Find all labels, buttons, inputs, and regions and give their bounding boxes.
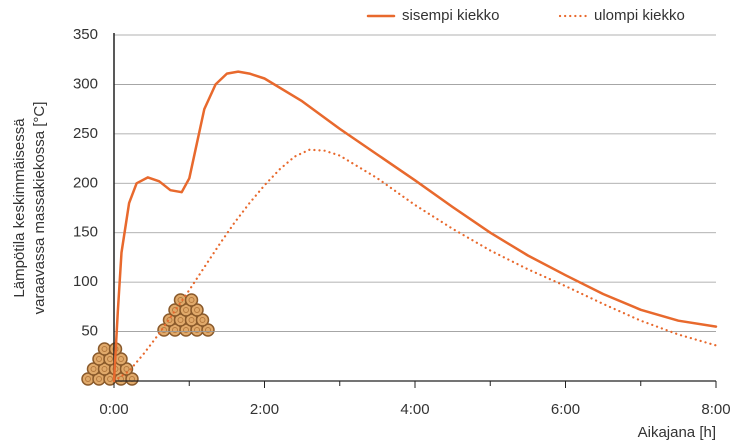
log	[119, 362, 134, 376]
y-tick-label: 350	[73, 26, 98, 43]
x-tick-label: 0:00	[99, 401, 128, 418]
y-axis-label: varaavassa massakiekossa [°C]	[31, 102, 48, 315]
series-line	[112, 148, 718, 383]
y-axis-label: Lämpötila keskimmäisessä	[11, 118, 28, 298]
y-tick-label: 250	[73, 125, 98, 142]
log-ring	[107, 356, 113, 362]
x-tick-label: 8:00	[701, 401, 730, 418]
series-line	[112, 70, 718, 383]
legend-label: sisempi kiekko	[402, 7, 500, 24]
log-ring	[194, 327, 200, 333]
log-ring	[118, 356, 124, 362]
log-ring	[188, 317, 195, 323]
log-ring	[172, 327, 178, 333]
log-ring	[96, 376, 102, 382]
y-tick-label: 150	[73, 224, 98, 241]
log	[97, 342, 112, 356]
x-tick-label: 4:00	[400, 401, 429, 418]
log-ring	[107, 376, 113, 382]
y-tick-label: 100	[73, 273, 98, 290]
log-ring	[101, 366, 108, 372]
log-ring	[205, 327, 211, 333]
log-ring	[183, 307, 189, 313]
log	[190, 303, 204, 317]
legend-label: ulompi kiekko	[594, 7, 685, 24]
x-tick-label: 2:00	[250, 401, 279, 418]
log-ring	[194, 307, 200, 313]
log-ring	[85, 376, 91, 382]
log	[125, 372, 139, 386]
log-icons	[81, 293, 215, 386]
log-ring	[177, 317, 184, 323]
log-ring	[90, 366, 97, 372]
log-ring	[172, 307, 178, 313]
log-ring	[188, 297, 195, 303]
log	[184, 293, 199, 307]
log-ring	[183, 327, 189, 333]
y-tick-label: 50	[81, 323, 98, 340]
log	[201, 323, 215, 337]
log-ring	[166, 317, 173, 323]
x-tick-label: 6:00	[551, 401, 580, 418]
y-tick-label: 300	[73, 75, 98, 92]
y-tick-label: 200	[73, 174, 98, 191]
x-axis-label: Aikajana [h]	[638, 424, 716, 441]
log	[195, 313, 210, 327]
log-ring	[96, 356, 102, 362]
log-ring	[199, 317, 206, 323]
log-ring	[123, 366, 130, 372]
log-ring	[101, 346, 108, 352]
